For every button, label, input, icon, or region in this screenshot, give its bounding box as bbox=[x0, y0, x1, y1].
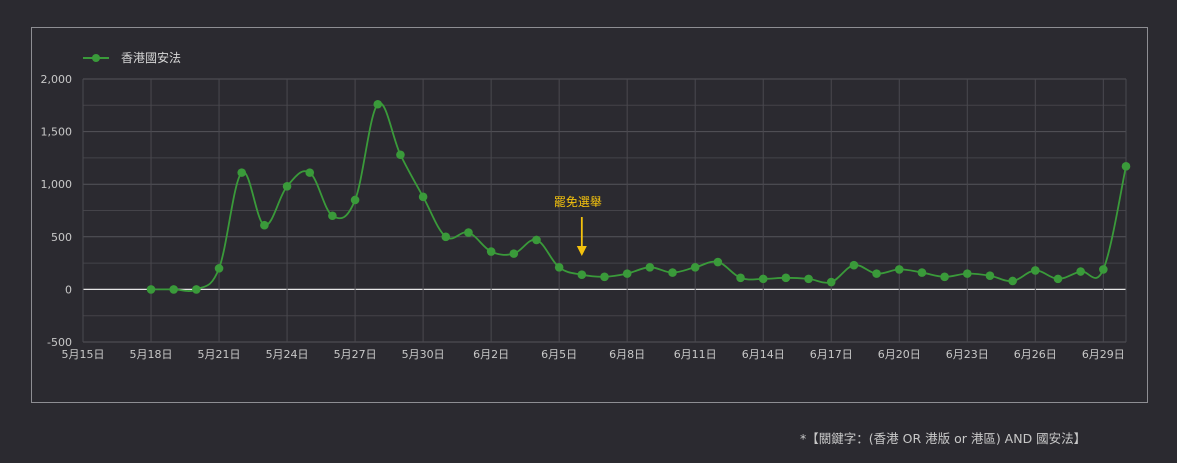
data-point bbox=[736, 273, 745, 283]
data-point bbox=[282, 182, 292, 191]
data-point bbox=[758, 274, 768, 284]
data-point bbox=[668, 268, 677, 277]
x-tick-label: 6月17日 bbox=[810, 348, 853, 361]
y-tick-label: 1,500 bbox=[41, 126, 73, 139]
annotation-label: 罷免選舉 bbox=[554, 194, 602, 209]
data-point bbox=[872, 269, 881, 278]
data-point bbox=[350, 195, 360, 205]
x-tick-label: 5月27日 bbox=[334, 348, 377, 361]
footnote: *【關鍵字：(香港 OR 港版 or 港區) AND 國安法】 bbox=[800, 431, 1087, 446]
y-tick-label: -500 bbox=[47, 336, 72, 349]
x-tick-label: 6月2日 bbox=[473, 348, 509, 361]
data-point bbox=[464, 228, 473, 237]
y-tick-label: 1,000 bbox=[41, 178, 73, 191]
data-point bbox=[554, 263, 564, 272]
data-point bbox=[169, 285, 178, 294]
data-point bbox=[237, 168, 247, 177]
legend-swatch-marker bbox=[92, 54, 100, 62]
data-point bbox=[146, 285, 156, 294]
x-tick-label: 5月30日 bbox=[402, 348, 445, 361]
data-point bbox=[305, 168, 315, 177]
y-tick-label: 500 bbox=[51, 231, 72, 244]
data-point bbox=[645, 263, 655, 272]
data-point bbox=[713, 257, 723, 267]
axes: -500 0 500 1,000 1,500 2,000 5月15日 5月18日 5月21日 5月… bbox=[41, 73, 1125, 361]
data-point bbox=[1031, 266, 1040, 275]
data-point bbox=[622, 269, 632, 278]
x-tick-label: 6月8日 bbox=[609, 348, 645, 361]
data-point bbox=[826, 277, 836, 287]
legend-label: 香港國安法 bbox=[121, 50, 181, 65]
data-point bbox=[532, 235, 541, 245]
data-point bbox=[940, 272, 949, 282]
data-point bbox=[1121, 162, 1131, 171]
data-point bbox=[486, 247, 496, 256]
data-point bbox=[373, 99, 383, 109]
data-point bbox=[985, 271, 995, 281]
data-point bbox=[781, 273, 791, 283]
legend[interactable]: 香港國安法 bbox=[83, 50, 181, 65]
grid bbox=[82, 78, 1127, 343]
series bbox=[146, 99, 1131, 294]
data-point bbox=[214, 264, 224, 273]
data-point bbox=[509, 249, 519, 258]
x-tick-label: 6月23日 bbox=[946, 348, 989, 361]
x-tick-label: 6月14日 bbox=[742, 348, 785, 361]
line-chart: -500 0 500 1,000 1,500 2,000 5月15日 5月18日 5月21日 5月… bbox=[41, 50, 1131, 361]
chart-frame: -500 0 500 1,000 1,500 2,000 5月15日 5月18日 5月21日 5月… bbox=[31, 27, 1148, 403]
x-tick-label: 5月21日 bbox=[198, 348, 241, 361]
data-point bbox=[690, 263, 700, 272]
x-tick-label: 5月18日 bbox=[130, 348, 173, 361]
data-point bbox=[577, 270, 587, 279]
x-tick-label: 6月5日 bbox=[541, 348, 577, 361]
y-tick-label: 2,000 bbox=[41, 73, 73, 86]
data-point bbox=[396, 150, 405, 160]
x-tick-label: 6月29日 bbox=[1082, 348, 1125, 361]
annotations: 罷免選舉 bbox=[554, 194, 602, 256]
data-point bbox=[260, 220, 269, 230]
data-point bbox=[962, 269, 972, 278]
data-point bbox=[1099, 265, 1108, 274]
data-point bbox=[1076, 267, 1085, 276]
data-point bbox=[894, 265, 904, 274]
data-point bbox=[1008, 276, 1017, 286]
x-tick-label: 5月15日 bbox=[62, 348, 105, 361]
y-tick-label: 0 bbox=[65, 283, 72, 296]
data-point bbox=[600, 272, 609, 282]
data-point bbox=[917, 268, 927, 277]
x-tick-label: 6月11日 bbox=[674, 348, 717, 361]
data-point bbox=[192, 285, 201, 294]
x-tick-label: 6月26日 bbox=[1014, 348, 1057, 361]
data-point bbox=[1053, 274, 1063, 284]
x-tick-label: 6月20日 bbox=[878, 348, 921, 361]
data-point bbox=[849, 260, 859, 270]
x-tick-label: 5月24日 bbox=[266, 348, 309, 361]
data-point bbox=[804, 274, 813, 284]
data-point bbox=[328, 211, 337, 221]
data-point bbox=[441, 232, 451, 242]
data-point bbox=[418, 192, 428, 202]
annotation-arrow-head bbox=[576, 246, 587, 256]
